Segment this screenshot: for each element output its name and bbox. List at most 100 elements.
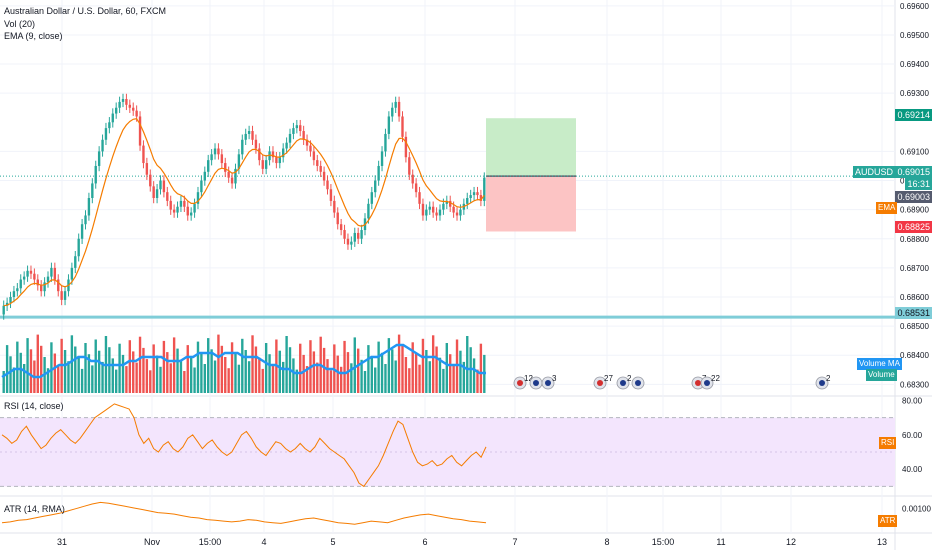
time-label: 5 [330, 537, 335, 547]
candle-body [275, 157, 278, 164]
rsi-legend[interactable]: RSI (14, close) [4, 401, 64, 411]
event-marker[interactable]: 2 [616, 374, 632, 390]
candle-body [104, 128, 108, 140]
candle-body [53, 267, 57, 280]
candle-body [132, 107, 135, 111]
candle-body [261, 160, 264, 169]
volume-bar [230, 342, 234, 393]
atr-pane[interactable] [1, 501, 487, 525]
volume-bar [80, 368, 84, 393]
candle-body [237, 154, 241, 169]
volume-bar [40, 345, 43, 393]
volume-bar [241, 338, 244, 393]
volume-bar [94, 339, 97, 393]
volume-bar [19, 352, 22, 393]
candle-body [91, 183, 94, 198]
candle-body [312, 151, 316, 161]
price-tick: 0.68900 [900, 206, 929, 215]
flag-icon-center [704, 380, 710, 386]
candle-body [319, 165, 322, 172]
volume-bar [12, 367, 16, 393]
volume-bar [29, 349, 33, 393]
event-marker[interactable]: 12 [513, 374, 533, 390]
volume-bar [22, 364, 26, 393]
event-marker[interactable]: 2 [815, 374, 831, 390]
candle-body [394, 101, 397, 108]
volume-bar [176, 348, 179, 393]
candle-body [210, 154, 213, 161]
candle-body [36, 279, 39, 286]
volume-bar [237, 364, 241, 393]
volume-ma-tag: Volume MA [857, 358, 902, 370]
time-label: 11 [716, 537, 725, 547]
volume-bar [394, 360, 397, 393]
candle-body [94, 165, 97, 184]
volume-bar [387, 338, 391, 393]
volume-bar [149, 370, 152, 393]
long-position-tool[interactable] [0, 118, 895, 319]
candle-body [26, 270, 29, 277]
candle-body [380, 151, 384, 166]
event-marker[interactable]: 3 [541, 374, 557, 390]
candle-body [33, 273, 36, 280]
volume-bar [121, 354, 125, 393]
rsi-pane[interactable] [0, 403, 895, 488]
volume-bar [132, 351, 135, 393]
volume-bar [247, 361, 251, 393]
ema-legend[interactable]: EMA (9, close) [4, 31, 63, 41]
candle-body [377, 165, 380, 181]
candle-body [292, 128, 295, 134]
volume-bar [53, 353, 57, 393]
economic-events[interactable]: 1232727222 [513, 374, 831, 390]
event-marker[interactable] [529, 376, 543, 390]
candle-body [418, 192, 421, 204]
volume-bar [326, 359, 329, 393]
volume-bar [285, 336, 288, 393]
event-count: 2 [627, 374, 632, 383]
candle-body [370, 192, 374, 204]
candle-body [172, 209, 176, 213]
candle-body [343, 230, 346, 239]
time-label: Nov [144, 537, 161, 547]
candle-body [414, 183, 418, 193]
time-label: 12 [786, 537, 796, 547]
candle-body [384, 133, 387, 152]
event-marker[interactable] [631, 376, 645, 390]
event-marker[interactable]: 27 [593, 374, 613, 390]
chart-title[interactable]: Australian Dollar / U.S. Dollar, 60, FXC… [4, 6, 167, 16]
volume-bar [186, 345, 189, 393]
candle-body [128, 104, 132, 108]
candle-body [200, 180, 203, 193]
candle-body [445, 200, 448, 204]
candle-body [466, 198, 469, 204]
candle-body [203, 171, 206, 181]
volume-bar [220, 345, 224, 393]
volume-bar [84, 343, 87, 393]
candle-body [12, 291, 16, 297]
event-marker[interactable]: 22 [700, 374, 720, 390]
rsi-tick: 40.00 [902, 465, 923, 474]
atr-tag: ATR [878, 515, 898, 527]
flag-icon-center [620, 380, 626, 386]
candle-body [455, 212, 459, 216]
candle-body [43, 282, 46, 292]
candle-body [63, 291, 67, 300]
volume-bar [50, 342, 53, 393]
event-count: 12 [524, 374, 533, 383]
volume-bar [264, 343, 268, 393]
event-count: 22 [711, 374, 720, 383]
volume-legend[interactable]: Vol (20) [4, 19, 36, 29]
volume-bar [476, 369, 479, 393]
volume-bar [87, 354, 91, 393]
rsi-line [1, 403, 487, 488]
candle-body [5, 302, 9, 306]
volume-bar [74, 346, 77, 393]
candle-body [155, 189, 159, 198]
atr-legend[interactable]: ATR (14, RMA) [4, 504, 65, 514]
volume-bar [356, 348, 360, 393]
volume-bar [442, 368, 445, 393]
volume-bar [57, 364, 60, 393]
volume-bar [36, 334, 39, 393]
